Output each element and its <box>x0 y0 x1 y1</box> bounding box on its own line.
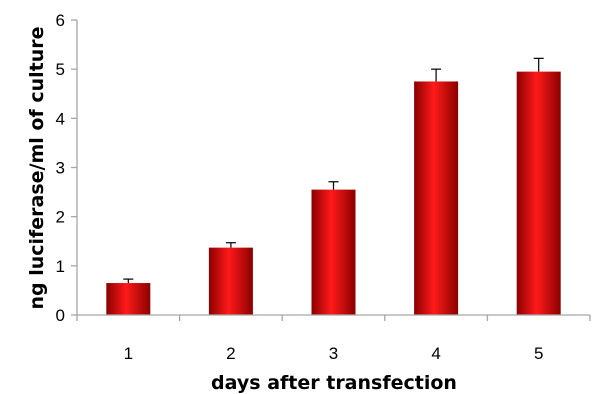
y-axis-ticks: 0 1 2 3 4 5 6 <box>56 11 77 325</box>
bar-day-5 <box>516 71 561 315</box>
x-tick-label: 5 <box>534 344 543 363</box>
y-tick-label: 0 <box>56 306 65 325</box>
x-axis-title: days after transfection <box>211 372 457 394</box>
bar-day-1 <box>106 283 151 315</box>
x-tick-label: 2 <box>226 344 235 363</box>
x-axis-ticks: 1 2 3 4 5 <box>76 315 591 363</box>
y-tick-label: 1 <box>56 257 65 276</box>
y-axis-title: ng luciferase/ml of culture <box>26 26 48 309</box>
x-tick-label: 4 <box>431 344 440 363</box>
error-bars-layer <box>123 57 544 284</box>
y-tick-label: 2 <box>56 208 65 227</box>
x-tick-label: 3 <box>329 344 338 363</box>
y-tick-label: 3 <box>56 159 65 178</box>
y-tick-label: 5 <box>56 60 65 79</box>
bar-day-2 <box>208 247 253 315</box>
x-tick-label: 1 <box>124 344 133 363</box>
bar-day-3 <box>311 189 356 315</box>
y-tick-label: 4 <box>56 109 65 128</box>
bars-layer <box>106 71 561 315</box>
bar-day-4 <box>414 81 459 315</box>
y-tick-label: 6 <box>56 11 65 30</box>
